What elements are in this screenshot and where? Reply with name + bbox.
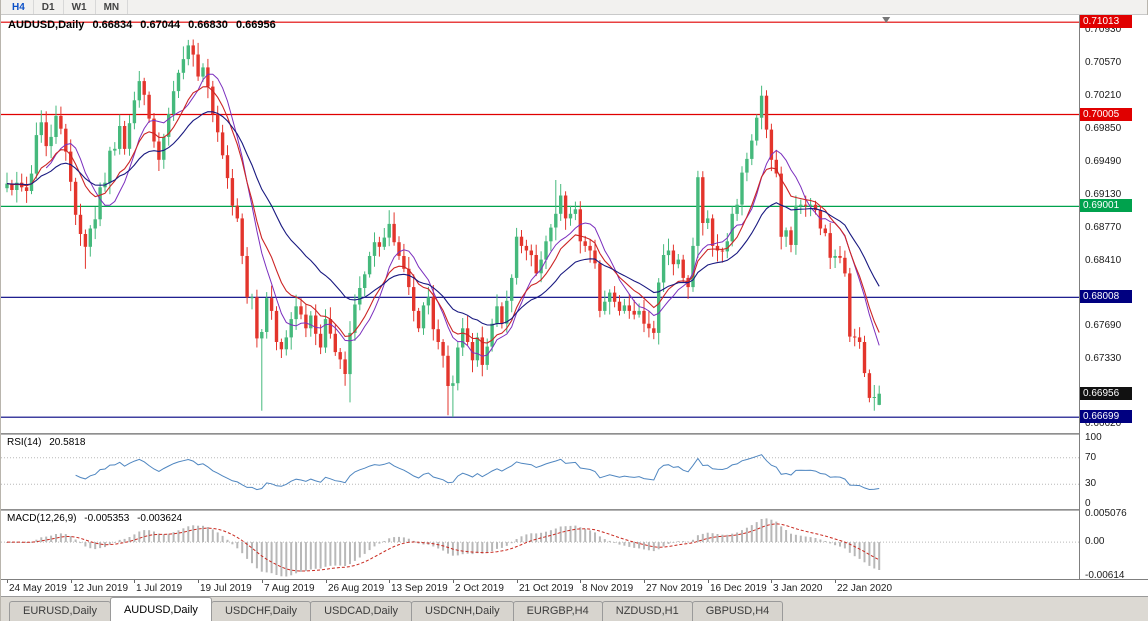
- time-tick: [198, 580, 199, 583]
- macd-indicator-label: MACD(12,26,9) -0.005353 -0.003624: [7, 513, 187, 524]
- chart-tab-GBPUSD[interactable]: GBPUSD,H4: [691, 601, 784, 621]
- low-value: 0.66830: [188, 19, 228, 31]
- time-label: 26 Aug 2019: [328, 583, 385, 594]
- time-label: 12 Jun 2019: [73, 583, 129, 594]
- panel-splitter-rsi[interactable]: [1, 433, 1148, 435]
- time-label: 8 Nov 2019: [582, 583, 634, 594]
- chart-tab-USDCAD[interactable]: USDCAD,Daily: [310, 601, 413, 621]
- time-label: 13 Sep 2019: [391, 583, 448, 594]
- chart-tab-bar: EURUSD,Daily AUDUSD,Daily USDCHF,Daily USDC…: [1, 596, 1148, 621]
- time-tick: [262, 580, 263, 583]
- time-scale[interactable]: 24 May 2019 12 Jun 2019 1 Jul 2019 19 Jul 2…: [1, 579, 1148, 596]
- price-badge: 0.66956: [1080, 386, 1132, 400]
- scale-label: 0.70570: [1085, 56, 1122, 68]
- scale-label: -0.00614: [1085, 570, 1125, 581]
- macd-signal-value: -0.003624: [137, 513, 183, 524]
- ma-mid-line: [6, 86, 880, 344]
- macd-panel-canvas[interactable]: [1, 511, 1079, 579]
- time-label: 16 Dec 2019: [710, 583, 767, 594]
- ma-slow-line: [6, 111, 880, 326]
- time-tick: [771, 580, 772, 583]
- scale-label: 0.005076: [1085, 508, 1127, 519]
- time-label: 21 Oct 2019: [519, 583, 574, 594]
- high-value: 0.67044: [140, 19, 181, 31]
- scale-label: 0.68770: [1085, 221, 1122, 233]
- scale-label: 0.67690: [1085, 320, 1122, 332]
- time-tick: [835, 580, 836, 583]
- candlestick-series: [5, 39, 881, 418]
- time-tick: [708, 580, 709, 583]
- time-tick: [517, 580, 518, 583]
- chart-tab-EURGBP[interactable]: EURGBP,H4: [512, 601, 603, 621]
- timeframe-button-MN[interactable]: MN: [96, 0, 129, 14]
- time-label: 1 Jul 2019: [136, 583, 183, 594]
- price-chart-canvas[interactable]: [1, 15, 1079, 433]
- scale-label: 0.69850: [1085, 122, 1122, 134]
- time-tick: [580, 580, 581, 583]
- macd-histogram: [6, 518, 881, 577]
- rsi-line: [75, 454, 880, 491]
- scale-label: 70: [1085, 451, 1097, 463]
- time-tick: [644, 580, 645, 583]
- rsi-indicator-label: RSI(14) 20.5818: [7, 437, 90, 448]
- chart-panels: [1, 15, 1148, 579]
- time-label: 24 May 2019: [9, 583, 67, 594]
- scale-label: 30: [1085, 478, 1097, 490]
- macd-main-value: -0.005353: [84, 513, 130, 524]
- timeframe-button-W1[interactable]: W1: [64, 0, 96, 14]
- price-badge: 0.68008: [1080, 290, 1132, 304]
- time-label: 19 Jul 2019: [200, 583, 252, 594]
- close-value: 0.66956: [235, 19, 276, 31]
- ma-fast-line: [45, 73, 880, 357]
- chart-tab-EURUSD[interactable]: EURUSD,Daily: [9, 601, 111, 621]
- chart-shift-marker[interactable]: [882, 17, 891, 23]
- chart-tab-NZDUSD[interactable]: NZDUSD,H1: [601, 601, 693, 621]
- price-badge: 0.66699: [1080, 410, 1132, 424]
- time-tick: [7, 580, 8, 583]
- time-label: 3 Jan 2020: [773, 583, 823, 594]
- time-tick: [389, 580, 390, 583]
- time-label: 27 Nov 2019: [646, 583, 703, 594]
- scale-label: 0.69490: [1085, 155, 1122, 167]
- time-tick: [326, 580, 327, 583]
- scale-label: 0.70930: [1085, 23, 1122, 35]
- open-value: 0.66834: [92, 19, 133, 31]
- horizontal-level-lines: [1, 21, 1079, 418]
- scale-label: 0.66620: [1085, 418, 1122, 430]
- panel-splitter-macd[interactable]: [1, 509, 1148, 511]
- chart-ohlc-title: AUDUSD,Daily 0.66834 0.67044 0.66830 0.6…: [8, 19, 281, 31]
- symbol-period-label: AUDUSD,Daily: [8, 19, 85, 31]
- scale-label: 100: [1085, 432, 1102, 443]
- macd-signal-line: [7, 523, 880, 572]
- time-tick: [134, 580, 135, 583]
- rsi-current-value: 20.5818: [49, 437, 86, 448]
- time-tick: [453, 580, 454, 583]
- timeframe-button-H4[interactable]: H4: [4, 0, 34, 14]
- time-label: 22 Jan 2020: [837, 583, 893, 594]
- chart-tab-AUDUSD[interactable]: AUDUSD,Daily: [109, 597, 212, 621]
- macd-name: MACD(12,26,9): [7, 513, 77, 524]
- timeframe-button-D1[interactable]: D1: [34, 0, 64, 14]
- time-tick: [71, 580, 72, 583]
- scale-label: 0.70210: [1085, 89, 1122, 101]
- price-badge: 0.69001: [1080, 199, 1132, 213]
- scale-label: 0.69130: [1085, 188, 1122, 200]
- chart-tab-USDCHF[interactable]: USDCHF,Daily: [210, 601, 312, 621]
- time-label: 7 Aug 2019: [264, 583, 315, 594]
- price-badge: 0.71013: [1080, 15, 1132, 29]
- scale-label: 0: [1085, 498, 1091, 509]
- price-badge: 0.70005: [1080, 107, 1132, 121]
- timeframe-toolbar: H4 D1 W1 MN: [1, 0, 1147, 15]
- time-label: 2 Oct 2019: [455, 583, 504, 594]
- chart-area: AUDUSD,Daily 0.66834 0.67044 0.66830 0.6…: [1, 15, 1148, 581]
- rsi-panel-canvas[interactable]: [1, 435, 1079, 509]
- scale-label: 0.00: [1085, 536, 1105, 548]
- scale-label: 0.68410: [1085, 254, 1122, 266]
- scale-label: 0.67330: [1085, 353, 1122, 365]
- price-scale[interactable]: 0.70930 0.70570 0.70210 0.69850 0.69490 0.691…: [1079, 15, 1148, 581]
- chart-tab-USDCNH[interactable]: USDCNH,Daily: [411, 601, 514, 621]
- rsi-name: RSI(14): [7, 437, 42, 448]
